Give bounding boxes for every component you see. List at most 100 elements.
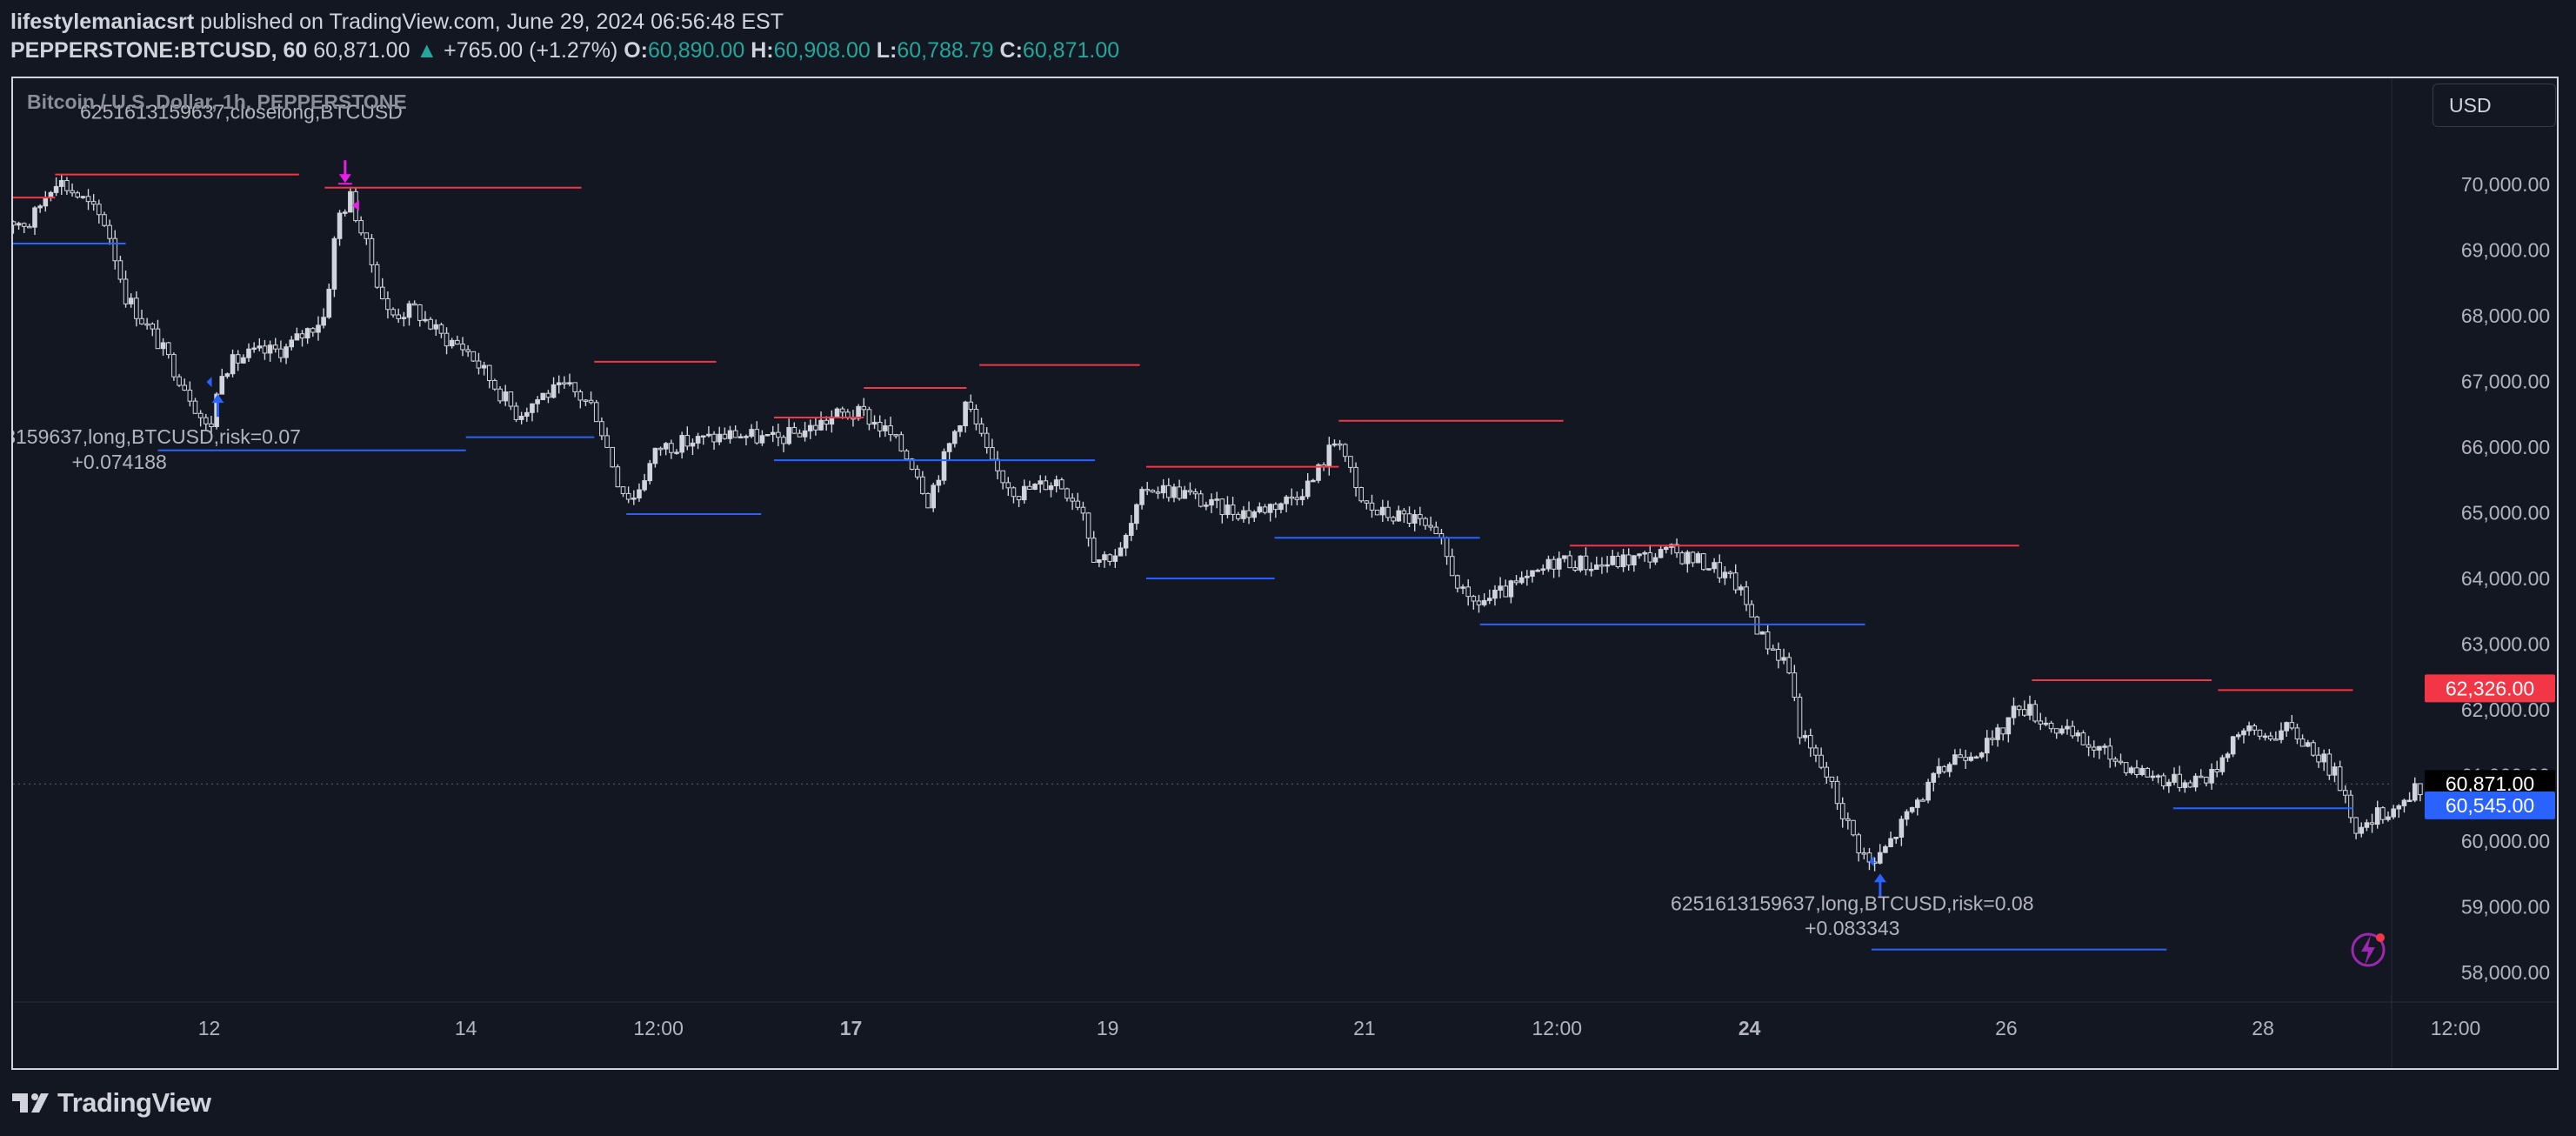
price-label-bg	[2425, 770, 2555, 799]
candle-body	[112, 237, 118, 262]
currency-button[interactable]: USD	[2433, 84, 2556, 127]
candle-body	[2187, 782, 2193, 788]
candle-body	[1444, 537, 1450, 558]
candle-body	[936, 479, 942, 486]
candle-body	[1749, 604, 1754, 618]
candle-body	[1487, 598, 1492, 601]
candle-body	[2000, 727, 2006, 735]
candle-body	[588, 399, 594, 404]
candle-body	[2257, 729, 2263, 737]
up-arrow-icon: ▲	[416, 38, 438, 63]
candle-body	[144, 323, 150, 326]
candle-body	[1428, 525, 1433, 528]
candle-body	[428, 318, 433, 330]
candle-body	[1915, 799, 1920, 808]
candle-body	[1214, 498, 1219, 501]
candle-body	[417, 304, 423, 321]
candle-body	[744, 436, 749, 438]
candle-body	[1984, 738, 1990, 754]
candle-body	[1727, 571, 1733, 574]
chart-panel[interactable]: 6251613159637,closelong,BTCUSD 6251613159…	[11, 77, 2559, 1070]
candle-body	[1562, 555, 1567, 559]
candle-body	[1642, 551, 1647, 555]
candle-body	[1128, 523, 1134, 537]
candle-body	[2043, 722, 2049, 725]
x-tick-label: 19	[1097, 1017, 1119, 1039]
candle-body	[2123, 762, 2129, 773]
candle-body	[2166, 781, 2172, 786]
candle-body	[1160, 484, 1166, 494]
candle-body	[1632, 555, 1637, 566]
candle-body	[284, 346, 289, 358]
candle-body	[706, 433, 711, 437]
candle-body	[1235, 513, 1241, 519]
price-chart[interactable]: 6251613159637,closelong,BTCUSD 6251613159…	[13, 78, 2557, 1068]
candle-body	[657, 447, 664, 451]
tradingview-logo-icon	[12, 1093, 49, 1113]
candle-body	[1289, 496, 1295, 499]
candle-body	[669, 443, 674, 453]
candle-body	[1369, 502, 1375, 511]
candle-body	[984, 432, 990, 449]
lightning-icon[interactable]	[2351, 932, 2386, 967]
candle-body	[503, 391, 509, 402]
candle-body	[75, 192, 81, 197]
candle-body	[637, 489, 642, 499]
candle-body	[348, 190, 353, 213]
candle-body	[695, 436, 701, 444]
candle-body	[486, 364, 492, 381]
publish-text: published on TradingView.com, June 29, 2…	[194, 10, 784, 34]
candle-body	[2038, 720, 2044, 725]
candle-body	[824, 419, 830, 425]
candle-body	[652, 447, 658, 464]
x-tick-label: 24	[1738, 1017, 1761, 1039]
candle-body	[963, 401, 968, 427]
candle-body	[866, 409, 872, 425]
candle-body	[1931, 772, 1937, 783]
candle-body	[1877, 852, 1883, 864]
candle-body	[2032, 704, 2038, 722]
candle-body	[460, 344, 465, 351]
candle-body	[1968, 756, 1974, 761]
candle-body	[1305, 480, 1311, 498]
candle-body	[1732, 572, 1738, 591]
candle-body	[931, 484, 937, 509]
candle-body	[1000, 470, 1005, 484]
candle-body	[1016, 496, 1022, 501]
candle-body	[1738, 586, 1744, 591]
low-value: 60,788.79	[897, 38, 994, 63]
candle-body	[1925, 781, 1931, 801]
candle-body	[246, 348, 251, 358]
candle-body	[2102, 745, 2107, 748]
candle-body	[396, 314, 402, 319]
y-tick-label: 68,000.00	[2461, 304, 2550, 327]
candle-body	[160, 342, 166, 350]
candle-body	[1979, 752, 1985, 758]
trade-annotation: 6251613159637,closelong,BTCUSD	[80, 101, 403, 124]
tradingview-logo[interactable]: TradingView	[10, 1084, 211, 1122]
candle-body	[1839, 803, 1845, 819]
author-name[interactable]: lifestylemaniacsrt	[10, 10, 195, 34]
candle-body	[1712, 562, 1717, 570]
candle-body	[1048, 485, 1054, 491]
candle-body	[1899, 819, 1905, 838]
candle-body	[604, 435, 610, 448]
candle-body	[497, 388, 503, 402]
candle-body	[1936, 765, 1942, 774]
candle-body	[727, 430, 733, 439]
candle-body	[2311, 742, 2316, 756]
candle-body	[16, 223, 22, 226]
candle-body	[1150, 490, 1156, 493]
candle-body	[2198, 775, 2204, 778]
candle-body	[2160, 775, 2166, 786]
candle-body	[1525, 575, 1530, 578]
candle-body	[1701, 553, 1706, 571]
candle-body	[224, 373, 230, 378]
candle-body	[1481, 599, 1487, 605]
candle-body	[1808, 735, 1813, 749]
candle-body	[390, 309, 396, 316]
candle-body	[1834, 780, 1840, 805]
candle-body	[423, 318, 428, 322]
candle-body	[53, 185, 59, 193]
candle-body	[2129, 767, 2134, 773]
